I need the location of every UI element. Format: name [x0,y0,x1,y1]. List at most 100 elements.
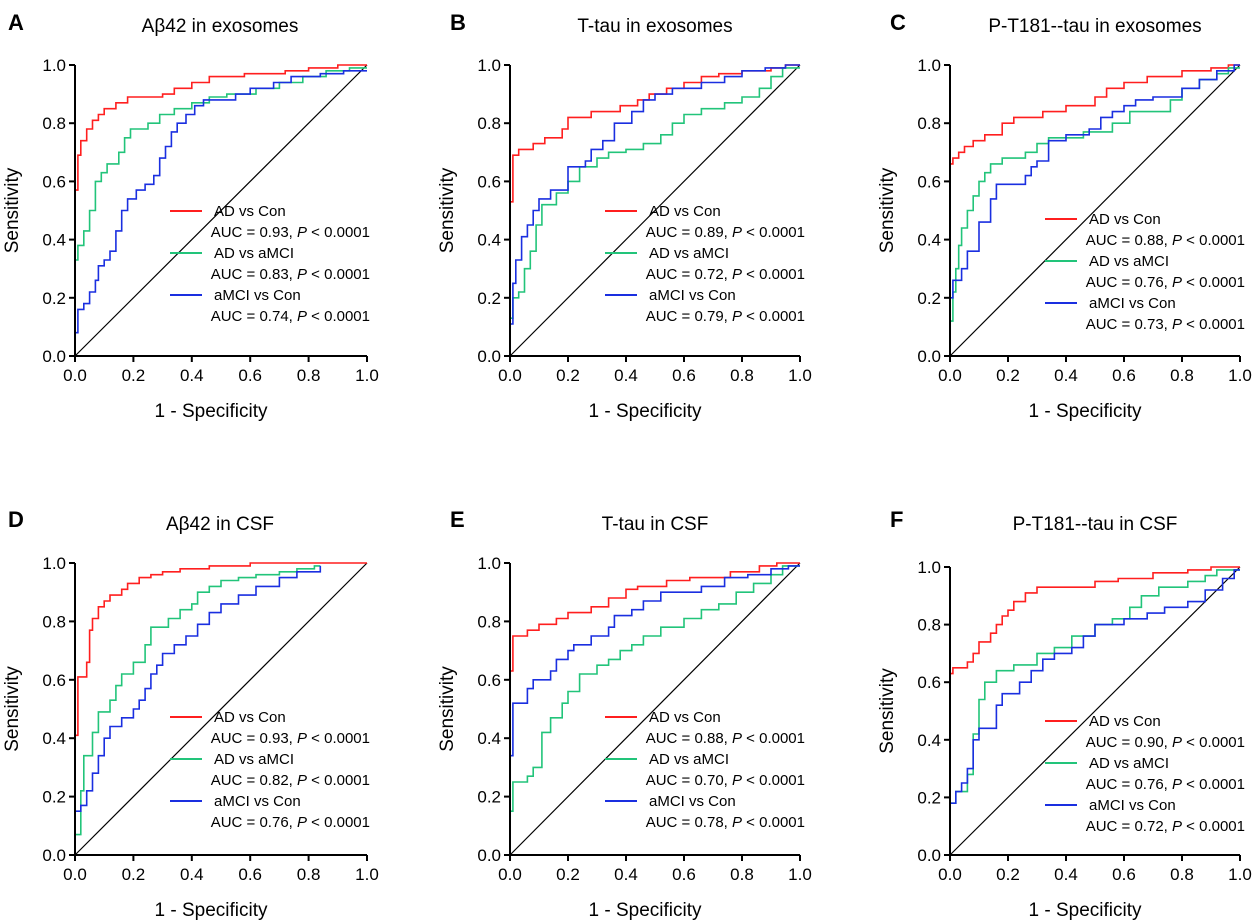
x-tick-label: 0.0 [63,366,87,385]
y-tick-label: 0.0 [42,347,66,366]
x-tick-label: 1.0 [1228,366,1252,385]
panel-letter: E [450,507,465,532]
y-tick-label: 0.2 [917,788,941,807]
legend-auc: AUC = 0.76, P < 0.0001 [1086,776,1245,793]
x-tick-label: 0.6 [672,366,696,385]
x-axis-label: 1 - Specificity [1029,401,1142,422]
legend-auc: AUC = 0.90, P < 0.0001 [1086,734,1245,751]
y-tick-label: 0.6 [42,172,66,191]
legend-label: AD vs Con [1089,713,1161,730]
legend-label: AD vs Con [214,709,286,726]
reference-line [74,562,368,856]
legend-auc: AUC = 0.82, P < 0.0001 [211,772,370,789]
panel-letter: D [8,507,24,532]
roc-curve-green [74,565,321,855]
x-tick-label: 0.6 [238,366,262,385]
y-tick-label: 0.0 [917,347,941,366]
legend-label: AD vs Con [1089,211,1161,228]
panel-a: A Aβ42 in exosomes 0.00.0 0.2 0.2 0.4 0.4 0.6 0.… [2,10,379,422]
legend-auc: AUC = 0.93, P < 0.0001 [211,730,370,747]
x-tick-label: 0.2 [122,366,146,385]
roc-curve-red [74,64,367,356]
legend-auc: AUC = 0.93, P < 0.0001 [211,224,370,241]
y-tick-label: 1.0 [477,554,501,573]
y-axis-label: Sensitivity [877,167,898,253]
y-axis-label: Sensitivity [437,666,458,752]
legend-auc: AUC = 0.89, P < 0.0001 [646,224,805,241]
panel-letter: B [450,10,466,35]
x-tick-label: 0.4 [1054,865,1078,884]
legend-label: AD vs aMCI [649,245,729,262]
legend-label: AD vs Con [649,709,721,726]
x-tick-label: 0.4 [180,366,204,385]
legend-auc: AUC = 0.76, P < 0.0001 [211,814,370,831]
y-tick-label: 0.4 [477,231,501,250]
legend-label: AD vs aMCI [214,751,294,768]
panel-d: D Aβ42 in CSF 0.00.0 0.2 0.2 0.4 0.4 0.6 0.6 0.8 0… [2,507,379,921]
legend-label: aMCI vs Con [649,287,736,304]
x-tick-label: 0.6 [672,865,696,884]
reference-line [949,64,1241,357]
x-tick-label: 0.0 [498,366,522,385]
y-tick-label: 0.8 [42,612,66,631]
y-tick-label: 0.2 [42,788,66,807]
y-tick-label: 0.2 [917,289,941,308]
roc-curve-blue [509,64,800,356]
x-tick-label: 0.2 [996,366,1020,385]
y-tick-label: 0.0 [42,846,66,865]
y-tick-label: 0.0 [917,846,941,865]
y-tick-label: 0.8 [42,114,66,133]
y-tick-label: 0.4 [42,231,66,250]
legend-auc: AUC = 0.70, P < 0.0001 [646,772,805,789]
legend-auc: AUC = 0.73, P < 0.0001 [1086,316,1245,333]
x-tick-label: 0.4 [1054,366,1078,385]
y-axis-label: Sensitivity [2,167,23,253]
x-tick-label: 1.0 [355,366,379,385]
x-axis-label: 1 - Specificity [589,900,702,921]
y-tick-label: 0.6 [477,172,501,191]
legend-label: aMCI vs Con [649,793,736,810]
x-tick-label: 0.8 [1170,366,1194,385]
roc-curve-red [949,64,1240,356]
x-tick-label: 0.8 [730,865,754,884]
roc-curve-blue [949,64,1240,356]
x-tick-label: 0.6 [1112,865,1136,884]
legend-label: AD vs Con [214,203,286,220]
chart-title: Aβ42 in exosomes [142,16,299,37]
legend-auc: AUC = 0.88, P < 0.0001 [646,730,805,747]
legend-auc: AUC = 0.78, P < 0.0001 [646,814,805,831]
legend-label: aMCI vs Con [1089,295,1176,312]
x-tick-label: 0.4 [614,366,638,385]
legend-label: AD vs aMCI [1089,253,1169,270]
y-axis-label: Sensitivity [2,666,23,752]
x-tick-label: 0.6 [238,865,262,884]
panel-letter: C [890,10,906,35]
y-tick-label: 0.2 [477,289,501,308]
x-tick-label: 0.2 [556,366,580,385]
y-tick-label: 0.4 [917,231,941,250]
roc-curve-blue [74,70,367,356]
chart-title: T-tau in CSF [602,514,709,535]
x-tick-label: 0.8 [1170,865,1194,884]
panel-f: F P-T181--tau in CSF 0.00.0 0.2 0.2 0.4 0.4 0.6… [877,507,1252,921]
y-tick-label: 0.6 [42,671,66,690]
legend-label: AD vs aMCI [1089,755,1169,772]
x-tick-label: 0.4 [180,865,204,884]
panel-c: C P-T181--tau in exosomes 0.00.0 0.2 0.2 0.4 0… [877,10,1252,422]
chart-title: T-tau in exosomes [577,16,732,37]
y-tick-label: 0.8 [917,616,941,635]
legend-label: aMCI vs Con [1089,797,1176,814]
y-tick-label: 1.0 [917,558,941,577]
roc-curve-green [509,67,800,356]
x-tick-label: 0.0 [63,865,87,884]
legend-label: AD vs aMCI [214,245,294,262]
y-tick-label: 0.4 [477,729,501,748]
legend-auc: AUC = 0.72, P < 0.0001 [1086,818,1245,835]
roc-curve-blue [509,565,800,855]
legend-auc: AUC = 0.88, P < 0.0001 [1086,232,1245,249]
x-tick-label: 0.2 [996,865,1020,884]
chart-title: P-T181--tau in CSF [1013,514,1178,535]
roc-curve-blue [74,565,322,855]
x-tick-label: 0.2 [122,865,146,884]
y-tick-label: 1.0 [42,56,66,75]
